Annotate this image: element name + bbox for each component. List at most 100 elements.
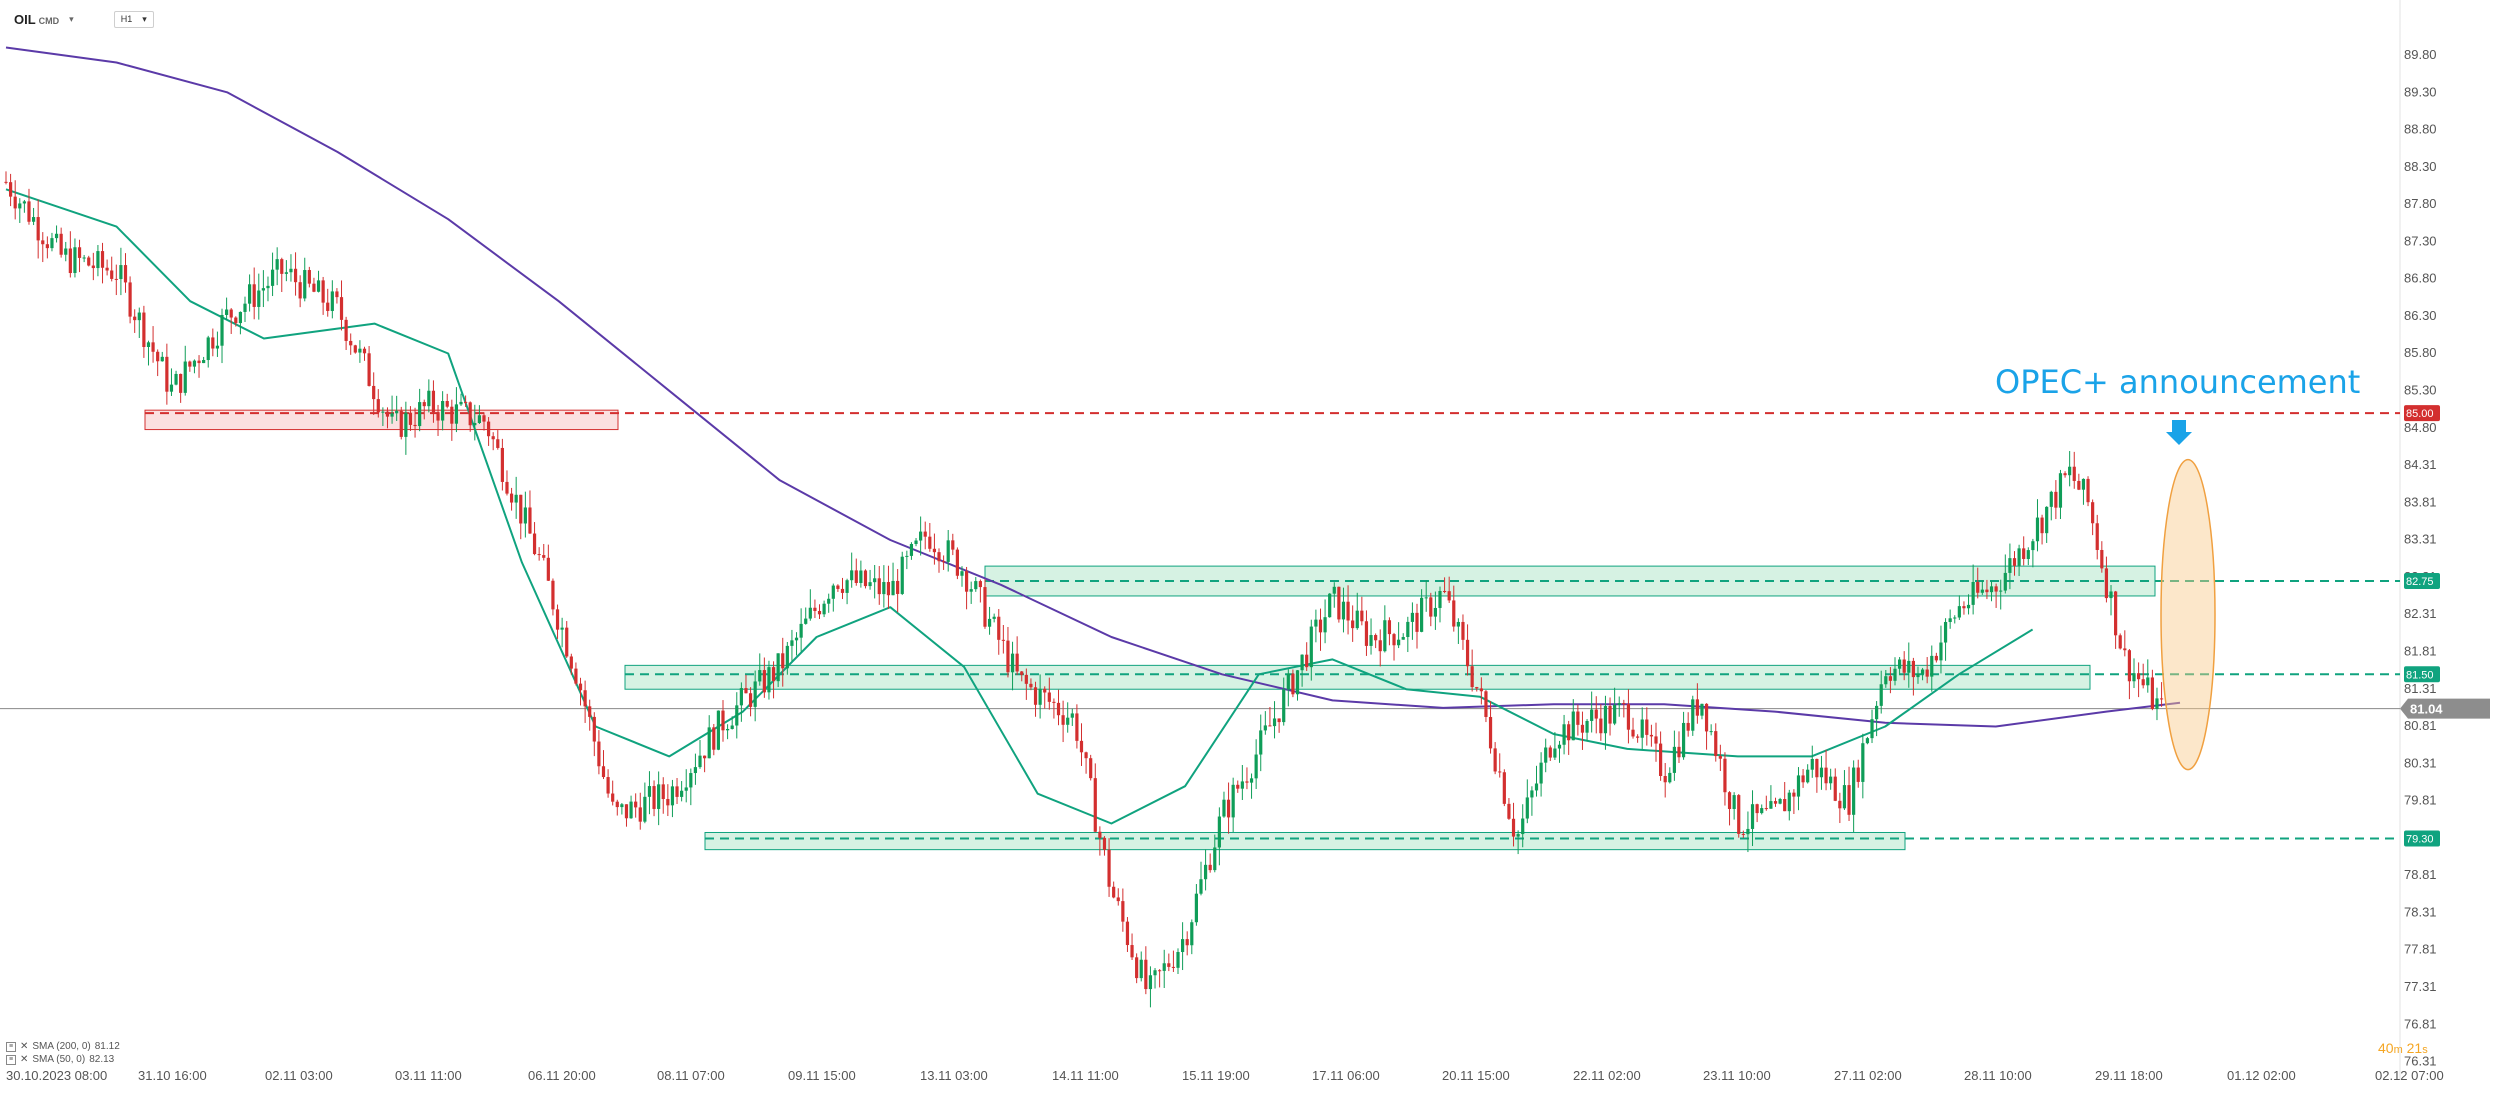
chevron-down-icon[interactable]: ▾ [69,13,74,24]
candle-body [1314,619,1318,627]
candle-body [960,571,964,576]
candle-body [1254,754,1258,779]
candle-body [418,402,422,427]
close-icon[interactable]: ✕ [20,1054,29,1065]
candle-body [1911,660,1915,678]
level-tag-label: 81.50 [2406,669,2434,681]
candle-body [1755,804,1759,814]
candle-body [1562,724,1566,745]
candle-body [266,285,270,289]
level-tag-label: 85.00 [2406,408,2434,420]
candle-body [1240,781,1244,789]
candle-body [1525,797,1529,819]
candle-body [1263,725,1267,731]
candle-body [1640,719,1644,738]
candle-body [2159,698,2164,700]
settings-icon[interactable]: ≡ [6,1041,16,1052]
candle-body [119,265,123,280]
candle-body [928,536,932,549]
candle-body [2100,549,2104,569]
candle-body [969,589,973,592]
candle-body [859,570,863,583]
candle-body [1148,975,1153,990]
candle-body [22,201,26,204]
candle-body [1369,635,1373,646]
candle-body [59,233,63,255]
legend-sma50[interactable]: ≡ ✕ SMA (50, 0) 82.13 [6,1053,120,1066]
candle-body [601,766,606,778]
candle-body [560,627,564,630]
candle-body [1659,743,1663,777]
candle-body [358,348,362,353]
x-tick-label: 28.11 10:00 [1964,1068,2032,1083]
candle-countdown: 40m 21s [2378,1040,2428,1056]
candle-body [2054,491,2058,508]
candle-body [1112,886,1116,898]
candle-body [431,390,436,413]
symbol-name[interactable]: OIL CMD [14,12,59,27]
candle-body [840,588,845,593]
candle-body [721,710,725,731]
candle-body [1420,597,1424,632]
sma50-line [5,188,2034,825]
candle-body [454,404,459,424]
close-icon[interactable]: ✕ [20,1041,29,1052]
candle-body [1934,655,1938,661]
candle-body [1746,828,1750,835]
legend-sma200[interactable]: ≡ ✕ SMA (200, 0) 81.12 [6,1040,120,1053]
candle-body [689,773,693,788]
x-tick-label: 02.12 07:00 [2375,1068,2444,1083]
candle-body [114,278,118,280]
sma200-line [5,46,2181,728]
candle-body [652,786,656,809]
candle-body [1475,687,1479,689]
candle-body [730,725,734,729]
candle-body [174,373,178,385]
support-zone [624,664,2091,690]
candle-body [165,356,169,392]
candle-body [1985,589,1989,593]
candle-body [500,447,504,482]
candle-body [551,580,555,610]
candle-body [464,401,468,403]
candle-body [978,581,982,588]
candle-body [270,269,275,286]
candle-body [50,238,54,249]
candle-body [367,353,371,386]
candle-body [1824,767,1828,784]
candle-body [1603,705,1608,734]
candle-body [1737,795,1741,834]
candle-body [197,360,201,364]
candle-body [1272,718,1277,727]
candle-body [1994,586,1998,592]
candle-body [615,801,619,808]
candle-body [252,284,256,307]
x-tick-label: 23.11 10:00 [1703,1068,1771,1083]
candle-body [303,270,307,299]
candle-body [1043,688,1047,693]
candle-body [1557,744,1562,749]
candle-body [1015,653,1019,672]
candle-body [156,351,160,362]
candle-body [1029,683,1033,688]
candle-body [1135,957,1139,979]
candle-body [1397,639,1401,646]
candle-body [1176,952,1180,968]
candle-body [482,415,486,422]
timeframe-select[interactable]: H1 ▾ [113,10,154,28]
candle-body [1447,591,1451,601]
candle-body [261,288,265,291]
candle-body [211,337,215,349]
candle-body [1346,601,1350,621]
candle-body [1222,799,1226,817]
candle-body [160,356,164,362]
candle-body [974,581,978,590]
settings-icon[interactable]: ≡ [6,1054,16,1065]
candle-body [983,587,987,627]
candle-body [1461,621,1465,640]
candle-body [1617,703,1621,705]
candle-body [1861,743,1865,782]
y-tick-label: 82.31 [2404,606,2437,621]
y-tick-label: 78.81 [2404,867,2437,882]
